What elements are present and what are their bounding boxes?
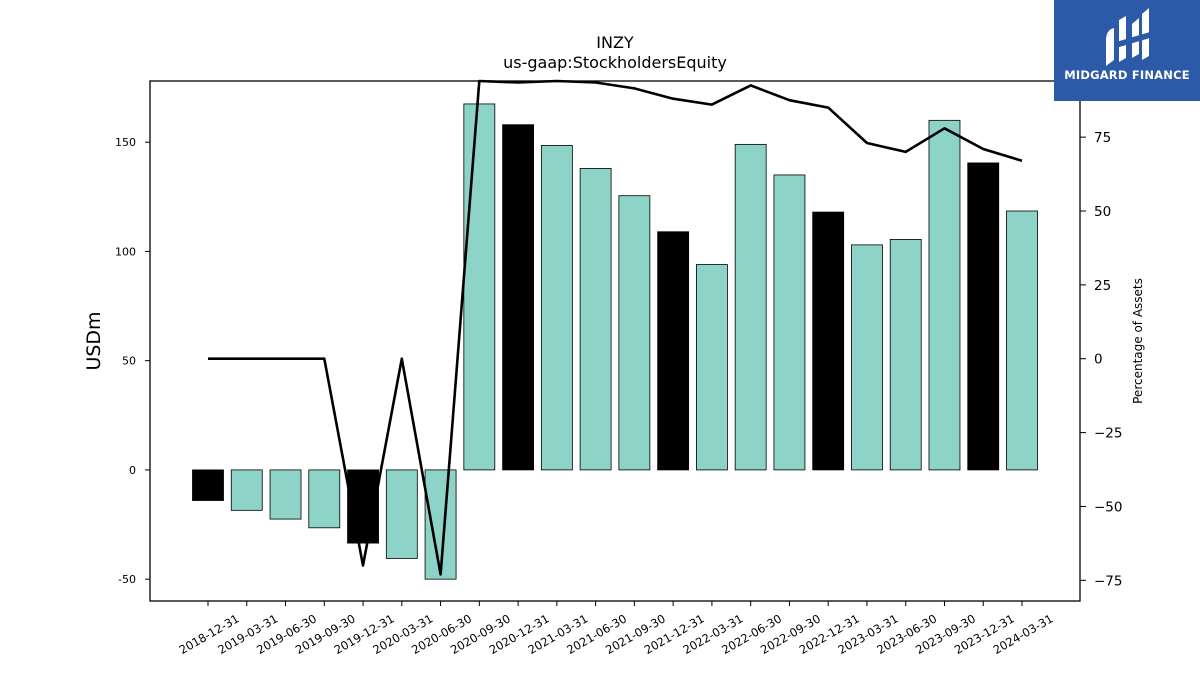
bar	[269, 469, 302, 520]
y2-tick-label: 0	[1094, 352, 1103, 368]
midgard-finance-logo: MIDGARD FINANCE	[1054, 0, 1200, 101]
bar	[230, 469, 263, 511]
percentage-line	[208, 79, 1023, 576]
plot-frame	[149, 80, 1081, 602]
y2-tick-label: −50	[1094, 499, 1123, 515]
bar	[967, 162, 1000, 471]
bar	[308, 469, 341, 529]
bar	[579, 167, 612, 471]
y2-axis-label: Percentage of Assets	[1131, 278, 1145, 404]
logo-text: MIDGARD FINANCE	[1064, 68, 1190, 82]
y2-tick-label: 25	[1094, 278, 1111, 294]
bar	[696, 264, 728, 471]
bar	[385, 469, 418, 559]
bar	[657, 231, 690, 471]
bar	[463, 103, 496, 471]
line-series	[208, 79, 1023, 576]
chart-subtitle: us-gaap:StockholdersEquity	[503, 53, 727, 72]
bar	[773, 174, 806, 471]
y-tick-label: 50	[122, 355, 136, 368]
x-axis: 2018-12-312019-03-312019-06-302019-09-30…	[177, 601, 1056, 657]
bar	[812, 211, 845, 471]
bar	[540, 145, 573, 471]
y2-tick-label: −25	[1094, 426, 1123, 442]
y-axis-label: USDm	[83, 311, 105, 370]
bar	[1006, 210, 1038, 471]
bar	[889, 239, 922, 471]
right-axis: −75 −50 −25 0 25 50 75	[1080, 130, 1123, 589]
bar-series	[192, 103, 1038, 580]
logo-mark-icon	[1106, 8, 1150, 66]
y-tick-label: 150	[115, 136, 136, 149]
y2-tick-label: 75	[1094, 130, 1111, 146]
bar	[928, 119, 961, 471]
bar	[851, 244, 883, 471]
y2-tick-label: −75	[1094, 573, 1123, 589]
chart-title: INZY	[596, 33, 634, 52]
y-tick-label: -50	[118, 573, 136, 586]
y2-tick-label: 50	[1094, 204, 1111, 220]
left-axis: -50 0 50 100 150	[115, 136, 150, 586]
bar	[618, 195, 651, 471]
y-tick-label: 100	[115, 245, 136, 258]
y-tick-label: 0	[129, 464, 136, 477]
bar	[502, 124, 534, 471]
bar	[192, 469, 224, 501]
bar	[734, 143, 767, 471]
